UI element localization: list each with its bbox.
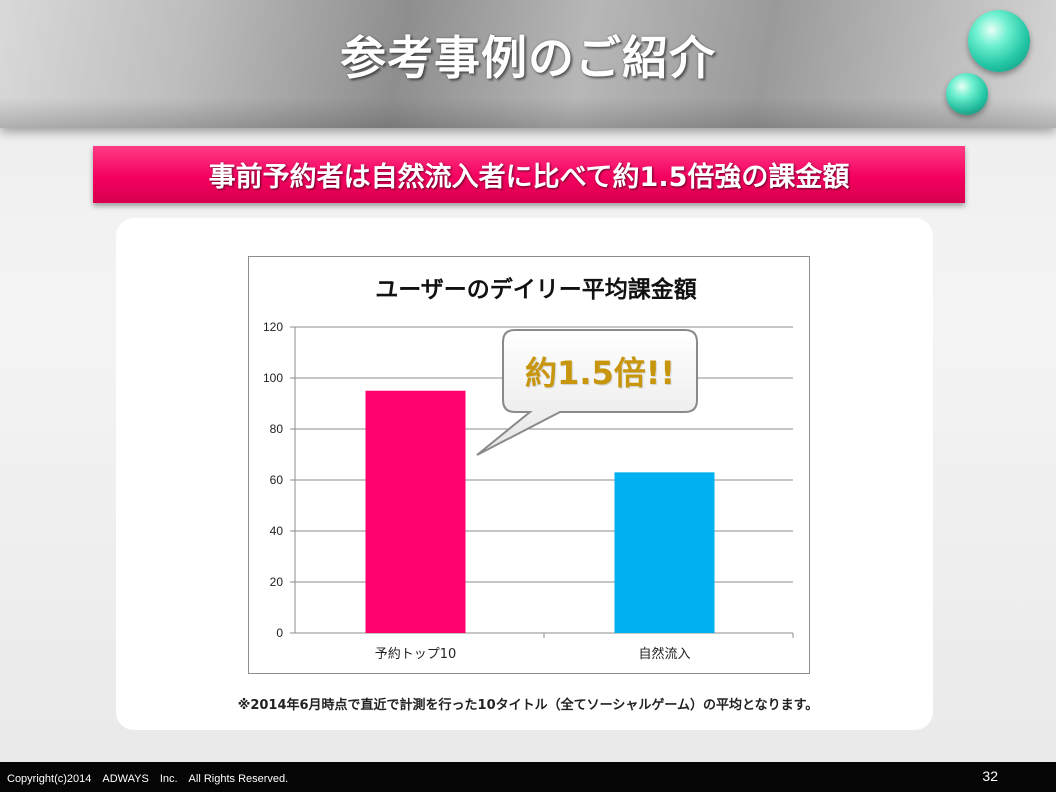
copyright-text: Copyright(c)2014 ADWAYS Inc. All Rights …	[7, 773, 289, 785]
bar-1	[365, 390, 466, 633]
y-tick-label-60: 60	[270, 473, 284, 487]
page-number: 32	[982, 768, 998, 784]
footnote: ※2014年6月時点で直近で計測を行った10タイトル（全てソーシャルゲーム）の平…	[237, 698, 819, 713]
header-band: 参考事例のご紹介	[0, 0, 1056, 128]
x-category-label-2: 自然流入	[638, 646, 690, 662]
x-category-label-1: 予約トップ10	[375, 647, 457, 662]
y-tick-label-80: 80	[270, 422, 284, 436]
headline-banner-text: 事前予約者は自然流入者に比べて約1.5倍強の課金額	[208, 162, 850, 193]
decorative-orb-large	[968, 10, 1030, 72]
y-tick-label-120: 120	[263, 320, 283, 334]
chart-title: ユーザーのデイリー平均課金額	[375, 276, 697, 303]
bar-2	[614, 472, 715, 633]
page-title: 参考事例のご紹介	[340, 31, 716, 85]
y-tick-label-20: 20	[270, 575, 284, 589]
footer-bar: Copyright(c)2014 ADWAYS Inc. All Rights …	[0, 762, 1056, 792]
headline-banner: 事前予約者は自然流入者に比べて約1.5倍強の課金額	[93, 146, 965, 203]
callout-text: 約1.5倍!!	[525, 354, 675, 392]
y-tick-label-0: 0	[276, 626, 283, 640]
bar-chart: ユーザーのデイリー平均課金額 0 20 40 60 80 100 120 予約トップ10 自然流入	[263, 276, 794, 662]
y-tick-label-40: 40	[270, 524, 284, 538]
y-tick-label-100: 100	[263, 371, 283, 385]
chart-frame: ユーザーのデイリー平均課金額 0 20 40 60 80 100 120 予約トップ10 自然流入	[248, 256, 810, 674]
